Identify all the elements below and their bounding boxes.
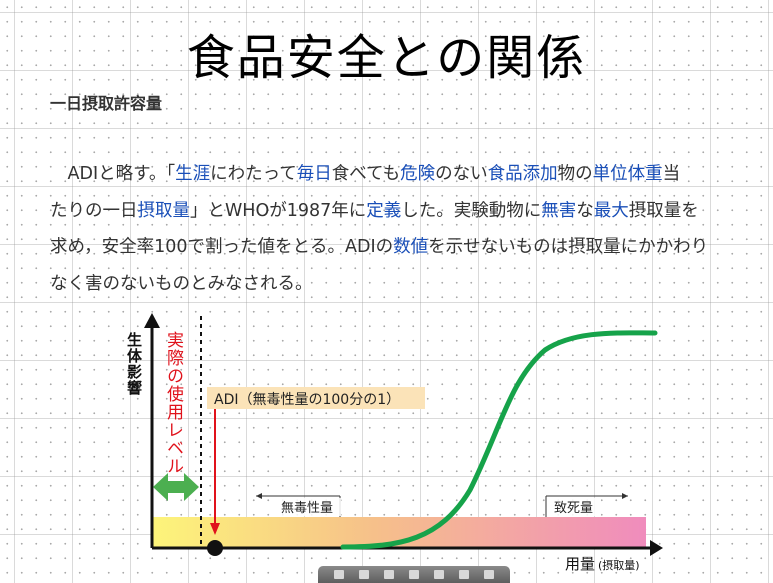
keyword-link[interactable]: 最大 [593,200,629,221]
paragraph-text: 食べても [331,164,401,184]
adi-arrow-head [210,523,220,535]
adi-point [207,540,223,556]
page-title: 食品安全との関係 [186,30,587,86]
paragraph-text: 求め，安全率100で割った値をとる。ADIの [50,237,394,257]
x-axis-label: 用量 [565,555,595,573]
keyword-link[interactable]: 摂取量 [137,200,191,221]
body-paragraph: ADIと略す。「生涯にわたって毎日食べても危険のない食品添加物の単位体重当 たり… [50,156,740,302]
paragraph-text: のない [435,164,488,184]
keyword-link[interactable]: 生涯 [175,164,211,184]
paragraph-line: なく害のないものとみなされる。 [50,266,740,303]
save-icon[interactable] [358,570,369,579]
y-axis-label: 生体影響 [125,332,143,396]
keyword-link[interactable]: 定義 [366,200,402,221]
dose-response-curve [340,330,658,550]
lethal-dose-label: 致死量 [554,501,593,516]
viewer-toolbar[interactable] [318,566,510,583]
keyword-link[interactable]: 毎日 [296,164,332,184]
keyword-link[interactable]: 単位体重 [592,164,663,184]
noael-label-bg [277,498,341,516]
lethal-dose-bracket [545,493,628,517]
actual-use-level-label: 実際の使用レベル [163,331,183,475]
paragraph-text: な [576,200,594,221]
noael-label: 無毒性量 [281,501,333,516]
usage-range-double-arrow [153,473,199,501]
x-axis-arrowhead [650,540,663,556]
paragraph-text: 」とWHOが1987年に [190,200,367,221]
paragraph-text: たりの一日 [50,200,138,221]
adi-label-box [207,387,425,409]
keyword-link[interactable]: 数値 [393,237,429,257]
adi-label: ADI（無毒性量の100分の1） [214,392,400,408]
paragraph-text: 摂取量を [628,200,699,221]
y-axis-arrowhead [144,313,160,328]
paragraph-text: した。実験動物に [401,200,542,221]
zoom-in-icon[interactable] [459,570,470,579]
lethal-label-bg [549,498,601,516]
keyword-link[interactable]: 危険 [400,164,436,184]
page-down-icon[interactable] [408,570,419,579]
fit-icon[interactable] [484,570,495,579]
keyword-link[interactable]: 無害 [541,200,577,221]
paragraph-text: にわたって [210,164,297,184]
paragraph-line: ADIと略す。「生涯にわたって毎日食べても危険のない食品添加物の単位体重当 [50,156,740,193]
paragraph-line: 求め，安全率100で割った値をとる。ADIの数値を示せないものは摂取量にかかわり [50,229,740,266]
paragraph-text: を示せないものは摂取量にかかわり [428,237,709,257]
keyword-link[interactable]: 食品添加 [487,164,558,184]
paragraph-line: たりの一日摂取量」とWHOが1987年に定義した。実験動物に無害な最大摂取量を [50,193,740,230]
zoom-out-icon[interactable] [434,570,445,579]
paragraph-text: 当 [662,164,681,184]
print-icon[interactable] [333,570,344,579]
paragraph-text: 物の [557,164,593,184]
section-heading: 一日摂取許容量 [50,94,163,113]
paragraph-text: ADIと略す。「 [50,164,176,184]
paragraph-text: なく害のないものとみなされる。 [50,273,313,294]
x-axis-sublabel: (摂取量) [598,558,640,572]
page-up-icon[interactable] [383,570,394,579]
